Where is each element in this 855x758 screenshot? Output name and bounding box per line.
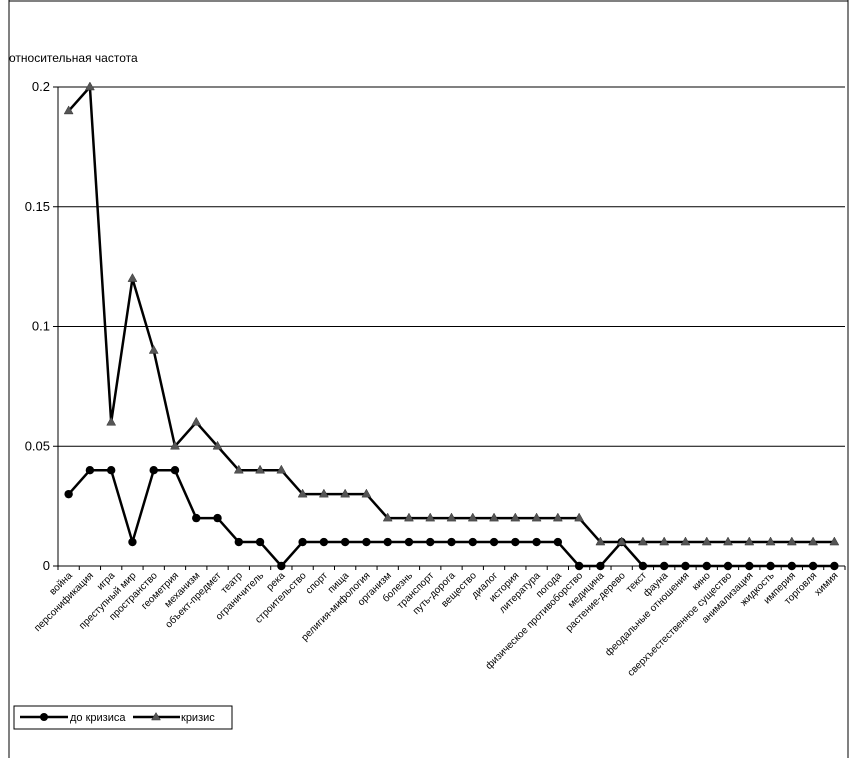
axes — [57, 87, 846, 570]
data-point — [404, 512, 414, 522]
data-point — [404, 537, 414, 547]
data-point — [701, 536, 712, 546]
data-point — [511, 537, 520, 547]
data-point — [830, 561, 839, 571]
data-point — [660, 561, 669, 571]
legend-marker-triangle — [151, 712, 161, 721]
data-point — [638, 561, 648, 571]
gridlines — [53, 86, 845, 567]
data-point — [234, 537, 243, 547]
data-point — [510, 512, 521, 522]
data-point — [702, 561, 711, 571]
data-point — [361, 488, 372, 498]
data-point — [786, 536, 797, 546]
data-point — [233, 464, 244, 474]
data-point — [298, 537, 307, 547]
data-point — [319, 537, 329, 547]
legend-label-series-2: кризис — [181, 712, 215, 724]
data-point — [468, 537, 477, 547]
series-2 — [63, 81, 840, 546]
data-point — [532, 537, 541, 547]
data-point — [148, 344, 159, 354]
x-tick-label: спорт — [304, 570, 330, 596]
legend-label-series-1: до кризиса — [70, 712, 126, 724]
data-point — [595, 536, 606, 546]
data-point — [426, 537, 435, 547]
data-point — [128, 537, 137, 547]
data-point — [659, 536, 670, 546]
data-point — [85, 466, 95, 475]
y-tick-labels: 0 0.05 0.1 0.15 0.2 — [25, 79, 50, 573]
data-point — [340, 537, 350, 547]
data-point — [808, 536, 819, 546]
data-point — [192, 513, 201, 523]
data-point — [574, 512, 585, 522]
data-point — [362, 537, 371, 547]
data-point — [276, 464, 287, 474]
data-point — [127, 273, 138, 282]
data-point — [170, 466, 180, 475]
data-point — [106, 466, 116, 475]
data-point — [680, 536, 691, 546]
data-point — [616, 536, 627, 546]
data-point — [340, 488, 351, 498]
data-point — [489, 537, 499, 547]
data-point — [787, 561, 797, 571]
data-point — [255, 537, 265, 547]
data-point — [277, 561, 286, 571]
data-point — [745, 561, 754, 571]
data-point — [744, 536, 755, 546]
data-point — [808, 561, 818, 571]
data-point — [255, 464, 265, 474]
data-point — [170, 440, 180, 450]
y-tick-label: 0.15 — [25, 199, 50, 214]
data-point — [297, 488, 308, 498]
y-axis-label: относительная частота — [9, 51, 138, 65]
data-point — [596, 561, 605, 571]
data-point — [574, 561, 584, 571]
data-point — [829, 536, 840, 546]
data-point — [213, 513, 222, 523]
data-point — [382, 512, 393, 522]
data-point — [106, 416, 117, 426]
series — [63, 81, 840, 571]
data-point — [681, 561, 690, 571]
y-tick-label: 0.05 — [25, 438, 50, 453]
data-point — [318, 488, 329, 498]
data-point — [212, 440, 223, 450]
data-point — [447, 537, 456, 547]
y-tick-label: 0 — [43, 558, 50, 573]
legend-box — [13, 705, 233, 730]
series-line — [67, 85, 835, 544]
data-point — [531, 512, 542, 522]
legend-item-series-1: до кризиса — [20, 712, 126, 724]
data-point — [489, 512, 499, 522]
data-point — [425, 512, 436, 522]
data-point — [638, 536, 648, 546]
x-tick-label: химия — [813, 570, 841, 598]
data-point — [552, 512, 563, 522]
legend-marker-circle — [40, 713, 48, 721]
data-point — [64, 489, 73, 499]
data-point — [149, 466, 158, 475]
data-point — [84, 81, 95, 91]
y-tick-label: 0.2 — [32, 79, 50, 94]
data-point — [765, 536, 776, 546]
y-tick-label: 0.1 — [32, 319, 50, 334]
data-point — [63, 105, 74, 115]
data-point — [383, 537, 392, 547]
data-point — [766, 561, 775, 571]
data-point — [191, 416, 202, 426]
legend-item-series-2: кризис — [133, 712, 215, 724]
data-point — [446, 512, 457, 522]
data-point — [467, 512, 478, 522]
legend: до кризиса кризис — [13, 705, 233, 730]
data-point — [553, 537, 563, 547]
data-point — [723, 561, 733, 571]
data-point — [723, 536, 733, 546]
